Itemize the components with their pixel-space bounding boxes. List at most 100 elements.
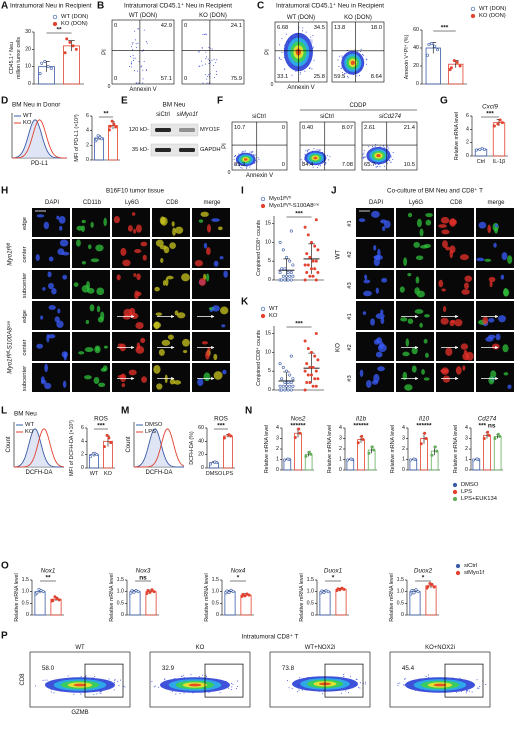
cell-signal: [90, 258, 100, 263]
data-point: [430, 453, 434, 457]
data-point: [51, 599, 55, 603]
event: [249, 151, 251, 153]
event: [137, 28, 139, 30]
cell-signal: [375, 351, 383, 358]
data-point: [308, 365, 312, 369]
event: [216, 59, 218, 61]
event: [286, 680, 288, 682]
plot-label: WT+NOX2i: [305, 645, 336, 651]
data-point: [309, 240, 313, 244]
event: [476, 679, 478, 681]
data-point: [305, 362, 309, 366]
y-axis-label: MFI of PD-L1 (×10³): [74, 114, 80, 161]
data-point: [316, 248, 320, 252]
data-point: [65, 37, 69, 41]
y-tick-label: 15: [265, 221, 271, 227]
data-point: [498, 434, 502, 438]
cell-signal: [88, 244, 92, 250]
data-point: [435, 449, 439, 453]
cell-signal: [402, 371, 408, 381]
event: [365, 683, 367, 685]
data-point: [91, 452, 95, 456]
quadrant-value: 2.61: [364, 125, 375, 131]
cell-signal: [400, 317, 408, 322]
panel-letter: K: [241, 297, 249, 308]
cell-signal: [172, 227, 176, 236]
event: [358, 74, 360, 76]
chart-title: Duox2: [414, 568, 433, 575]
event: [324, 163, 326, 165]
event: [280, 58, 282, 60]
cell-signal: [140, 241, 148, 247]
data-point: [225, 589, 229, 593]
y-tick-label: 4: [81, 438, 84, 444]
event: [108, 678, 110, 680]
cell-signal: [85, 319, 90, 325]
y-axis-label: Annexin V⁺PI⁺ (%): [404, 35, 410, 80]
cell-signal: [425, 352, 429, 358]
data-point: [305, 252, 309, 256]
event: [356, 678, 358, 680]
y-axis-label: Relative mRNA level: [14, 573, 20, 621]
significance: *: [332, 575, 335, 582]
event: [219, 692, 221, 694]
y-tick-label: 3: [276, 436, 279, 442]
event: [316, 166, 318, 168]
legend-label: KO: [25, 429, 34, 435]
data-point: [289, 388, 293, 392]
data-point: [297, 427, 301, 431]
y-tick-label: 1.5: [22, 577, 29, 583]
y-axis-label: CD8: [20, 673, 26, 686]
data-point: [424, 436, 428, 440]
x-tick-label: WT: [90, 471, 99, 477]
event: [96, 693, 98, 695]
cell-signal: [62, 274, 68, 280]
chart-title: Duox1: [324, 568, 342, 575]
cell-signal: [488, 276, 496, 283]
data-point: [498, 118, 502, 122]
event: [279, 58, 281, 60]
protein-label: MYO1F: [200, 127, 220, 133]
y-tick-label: 2: [81, 452, 84, 458]
y-axis-label: CD45.1⁺ Neu: [9, 42, 15, 74]
event: [206, 78, 208, 80]
event: [135, 82, 137, 84]
event: [208, 47, 210, 49]
x-tick-label: IL-1β: [493, 159, 506, 165]
event: [382, 145, 384, 147]
y-tick-label: 1.5: [212, 577, 219, 583]
event: [278, 56, 280, 58]
micrograph: [356, 270, 394, 299]
data-point: [213, 460, 217, 464]
y-tick-label: 0: [465, 467, 468, 473]
quadrant-value: 8.64: [371, 74, 383, 80]
y-tick-label: 2: [339, 446, 342, 452]
panel-letter: M: [121, 406, 129, 417]
data-point: [74, 47, 78, 51]
event: [310, 36, 312, 38]
data-point: [145, 592, 149, 596]
cell-signal: [501, 252, 508, 261]
legend-label: KO (DON): [479, 13, 506, 19]
quadrant-value: 0: [282, 162, 285, 168]
bar: [129, 591, 141, 616]
event: [183, 692, 185, 694]
quadrant-value: 24.1: [231, 23, 242, 29]
y-tick-label: 40: [198, 438, 204, 444]
cell-signal: [194, 259, 203, 267]
y-tick-label: 6: [466, 113, 469, 119]
legend-swatch: [455, 563, 461, 569]
event: [131, 46, 133, 48]
data-point: [293, 435, 297, 439]
cell-signal: [411, 365, 417, 373]
data-point: [409, 458, 413, 462]
panel-letter: C: [257, 1, 264, 12]
event: [198, 51, 200, 53]
cell-signal: [415, 255, 424, 261]
cell-signal: [78, 351, 85, 355]
legend-swatch: [470, 13, 476, 19]
event: [300, 159, 302, 161]
event: [471, 691, 473, 693]
data-point: [324, 589, 328, 593]
data-point: [414, 588, 418, 592]
